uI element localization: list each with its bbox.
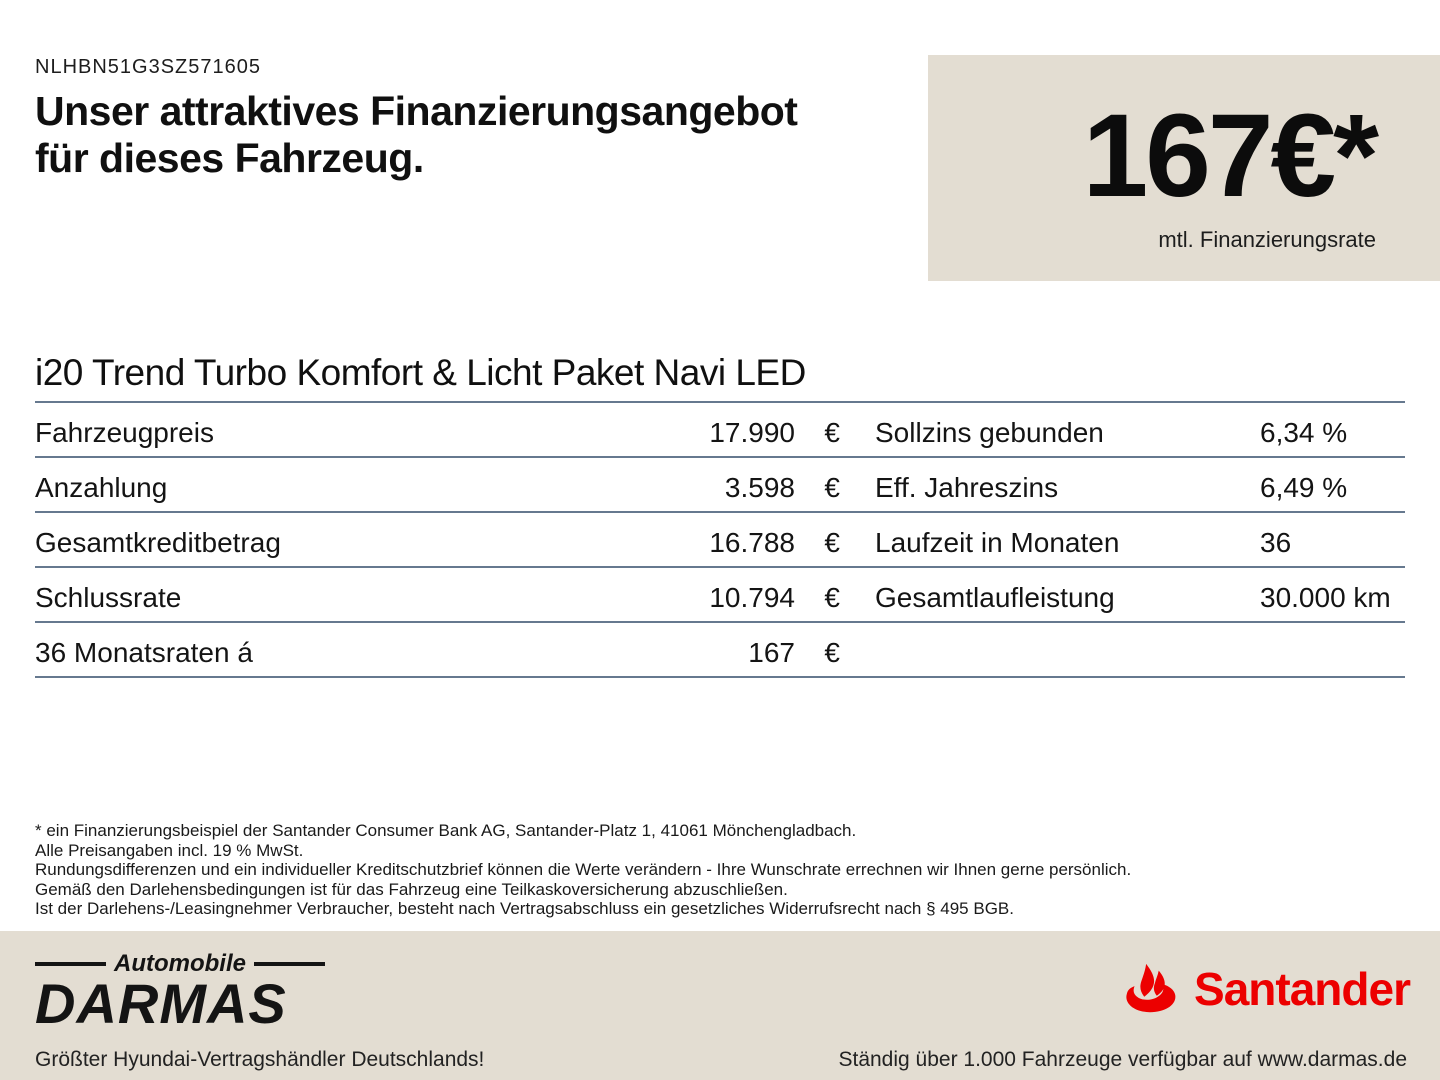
finance-label: Laufzeit in Monaten xyxy=(875,527,1120,558)
finance-label: Gesamtkreditbetrag xyxy=(35,527,281,558)
finance-value: 6,34 % xyxy=(1260,417,1348,448)
vehicle-title: i20 Trend Turbo Komfort & Licht Paket Na… xyxy=(35,352,1405,403)
finance-row-gesamtkreditbetrag: Gesamtkreditbetrag 16.788 € Laufzeit in … xyxy=(35,513,1405,568)
finance-label: Fahrzeugpreis xyxy=(35,417,214,448)
finance-unit: € xyxy=(824,417,840,448)
finance-label: Schlussrate xyxy=(35,582,182,613)
finance-label: Gesamtlaufleistung xyxy=(875,582,1115,613)
vehicle-vin: NLHBN51G3SZ571605 xyxy=(35,56,262,78)
finance-value: 10.794 xyxy=(709,582,795,613)
disclaimer-line: Ist der Darlehens-/Leasingnehmer Verbrau… xyxy=(35,899,1014,918)
disclaimer: * ein Finanzierungsbeispiel der Santande… xyxy=(35,821,1131,919)
finance-value: 30.000 km xyxy=(1260,582,1391,613)
finance-unit: € xyxy=(824,582,840,613)
finance-row-schlussrate: Schlussrate 10.794 € Gesamtlaufleistung … xyxy=(35,568,1405,623)
finance-value: 16.788 xyxy=(709,527,795,558)
disclaimer-line: Alle Preisangaben incl. 19 % MwSt. xyxy=(35,840,304,860)
disclaimer-line: Rundungsdifferenzen und ein individuelle… xyxy=(35,860,1132,879)
finance-table: Fahrzeugpreis 17.990 € Sollzins gebunden… xyxy=(35,403,1405,678)
finance-label: 36 Monatsraten á xyxy=(35,637,253,668)
finance-value: 3.598 xyxy=(724,472,795,503)
logo-rule-right xyxy=(254,962,325,966)
finance-label: Eff. Jahreszins xyxy=(875,472,1059,503)
monthly-rate-caption: mtl. Finanzierungsrate xyxy=(1158,227,1376,252)
disclaimer-line: * ein Finanzierungsbeispiel der Santande… xyxy=(35,821,857,840)
finance-row-anzahlung: Anzahlung 3.598 € Eff. Jahreszins 6,49 % xyxy=(35,458,1405,513)
santander-wordmark: Santander xyxy=(1194,963,1411,1015)
availability-tagline: Ständig über 1.000 Fahrzeuge verfügbar a… xyxy=(838,1048,1407,1071)
santander-logo: Santander xyxy=(1122,963,1411,1015)
footer: Automobile DARMAS Santander Größter Hyun… xyxy=(0,931,1440,1080)
finance-unit: € xyxy=(824,637,840,668)
finance-unit: € xyxy=(824,527,840,558)
finance-value: 6,49 % xyxy=(1260,472,1348,503)
logo-rule-left xyxy=(35,962,106,966)
page-title-line1: Unser attraktives Finanzierungsangebot xyxy=(35,88,798,134)
darmas-logo: Automobile DARMAS xyxy=(35,950,325,1035)
finance-label: Sollzins gebunden xyxy=(875,417,1104,448)
finance-unit: € xyxy=(824,472,840,503)
finance-row-monatsraten: 36 Monatsraten á 167 € xyxy=(35,623,1405,678)
darmas-logo-wordmark: DARMAS xyxy=(35,972,287,1035)
monthly-rate-panel: 167€* mtl. Finanzierungsrate xyxy=(928,55,1440,281)
finance-label: Anzahlung xyxy=(35,472,168,503)
page-title: Unser attraktives Finanzierungsangebot f… xyxy=(35,88,798,182)
dealer-tagline: Größter Hyundai-Vertragshändler Deutschl… xyxy=(35,1048,485,1071)
disclaimer-line: Gemäß den Darlehensbedingungen ist für d… xyxy=(35,879,788,899)
santander-flame-icon xyxy=(1126,963,1176,1013)
darmas-logo-automobile: Automobile xyxy=(114,950,246,977)
finance-section: i20 Trend Turbo Komfort & Licht Paket Na… xyxy=(35,352,1405,678)
monthly-rate-amount: 167€* xyxy=(1082,90,1379,222)
finance-value: 36 xyxy=(1260,527,1292,558)
finance-row-fahrzeugpreis: Fahrzeugpreis 17.990 € Sollzins gebunden… xyxy=(35,403,1405,458)
finance-value: 167 xyxy=(748,637,795,668)
page-title-line2: für dieses Fahrzeug. xyxy=(35,135,424,181)
finance-value: 17.990 xyxy=(709,417,795,448)
